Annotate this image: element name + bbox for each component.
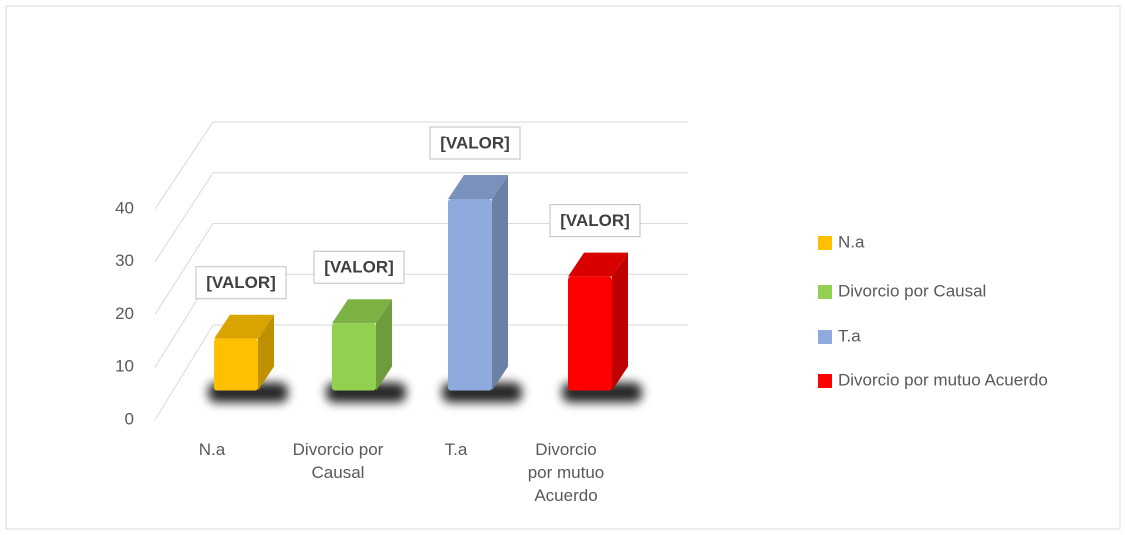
grid-line: [154, 223, 214, 315]
grid-line: [154, 172, 214, 263]
data-label-box: [549, 204, 641, 238]
data-label: [VALOR]: [440, 134, 510, 153]
bar-side: [376, 299, 392, 391]
data-label-box: [313, 250, 405, 284]
legend-label: N.a: [838, 232, 865, 251]
bar-top: [332, 299, 392, 324]
grid-line: [154, 324, 214, 421]
y-tick-label: 30: [115, 251, 134, 270]
legend-swatch: [818, 374, 832, 388]
x-tick-label: Divorcio por Causal: [292, 440, 384, 482]
bar-top: [568, 252, 628, 277]
x-tick-label: T.a: [444, 440, 468, 459]
data-label-box: [429, 126, 521, 160]
bar-top: [448, 175, 508, 200]
legend-swatch: [818, 330, 832, 344]
data-label: [VALOR]: [324, 258, 394, 277]
legend-label: Divorcio por Causal: [838, 281, 986, 300]
legend-swatch: [818, 236, 832, 250]
data-label: [VALOR]: [206, 273, 276, 292]
bar: [332, 323, 376, 391]
bar-side: [258, 314, 274, 391]
y-tick-label: 40: [115, 198, 134, 217]
chart-border: [5, 5, 1121, 530]
bar: [568, 276, 612, 391]
bar-top: [214, 314, 274, 339]
y-tick-label: 20: [115, 304, 134, 323]
data-label-box: [195, 266, 287, 300]
bar-side: [612, 252, 628, 391]
grid-line: [154, 121, 214, 210]
x-tick-label: Divorcio por mutuo Acuerdo: [527, 440, 605, 505]
bar: [214, 338, 258, 391]
y-tick-label: 10: [115, 357, 134, 376]
bar-side: [492, 175, 508, 391]
legend-label: Divorcio por mutuo Acuerdo: [838, 370, 1048, 389]
x-tick-label: N.a: [198, 440, 226, 459]
legend-label: T.a: [838, 326, 861, 345]
bar: [448, 199, 492, 391]
data-label: [VALOR]: [560, 211, 630, 230]
y-tick-label: 0: [125, 409, 134, 428]
legend-swatch: [818, 285, 832, 299]
